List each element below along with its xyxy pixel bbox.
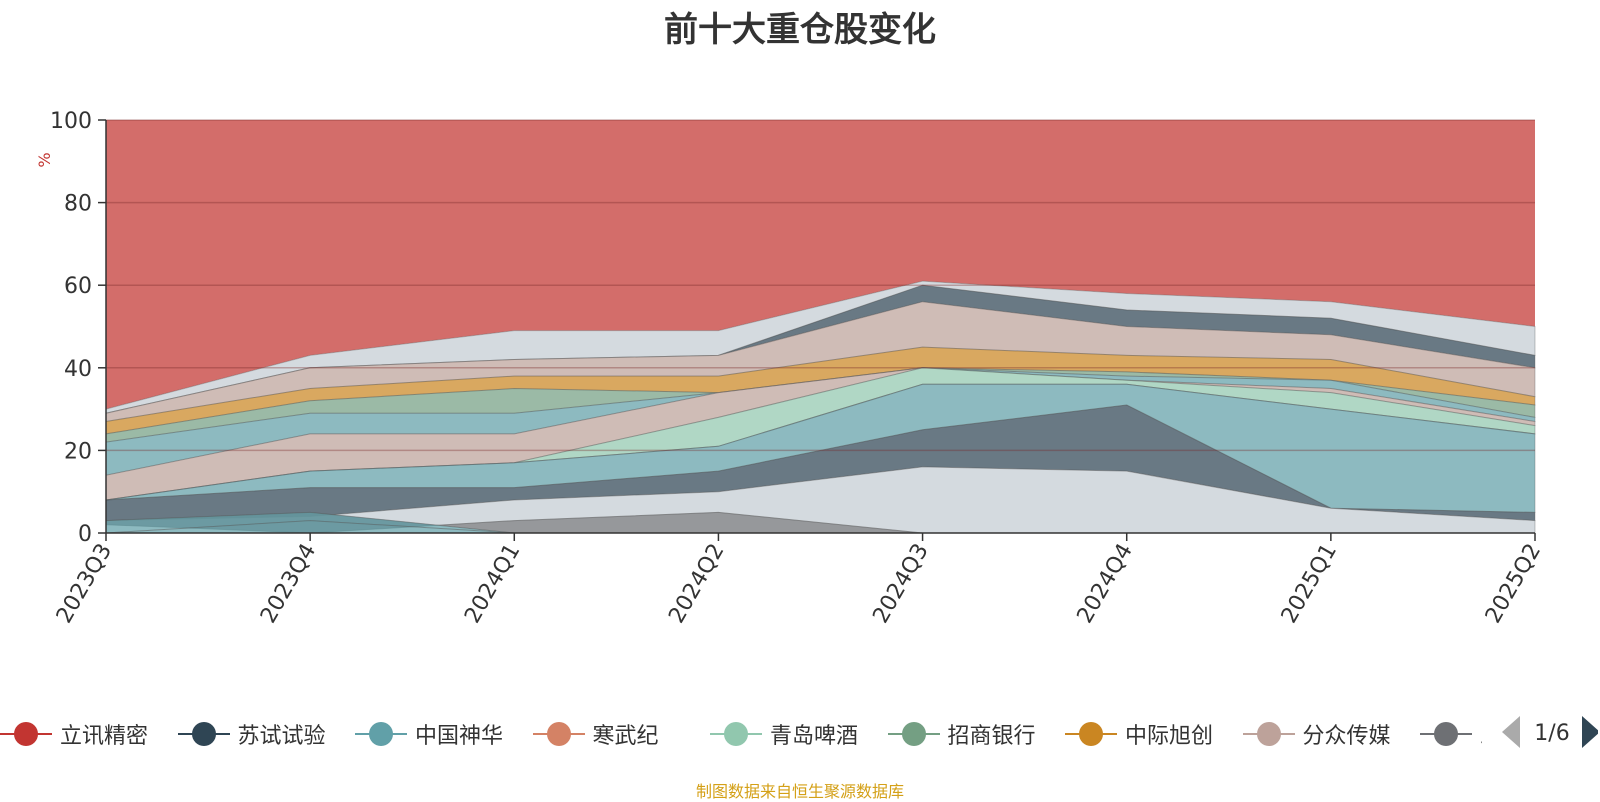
legend-page-indicator: 1/6 [1534, 721, 1569, 746]
y-tick-label-20: 20 [64, 439, 92, 464]
legend-next-icon[interactable] [1582, 716, 1598, 748]
y-tick-label-40: 40 [64, 357, 92, 382]
area-series-8 [105, 367, 1536, 501]
legend-prev-icon[interactable] [1502, 716, 1520, 748]
legend-label: 中国神华 [415, 724, 504, 749]
legend-item-8[interactable]: 分众传媒 [1242, 700, 1421, 766]
y-axis-label: % [35, 152, 54, 167]
legend-marker-icon [1420, 722, 1472, 746]
legend-item-6[interactable]: 招商银行 [887, 700, 1066, 766]
x-tick-label-2024Q3: 2024Q3 [868, 540, 933, 628]
legend-label: 苏试试验 [237, 724, 326, 749]
chart-title: 前十大重仓股变化 [664, 10, 936, 50]
area-layer [105, 120, 1536, 534]
legend-item-1[interactable]: 立讯精密 [0, 700, 178, 766]
legend-marker-icon [887, 722, 940, 746]
legend-marker-icon [0, 722, 52, 746]
area-series-16 [106, 120, 1535, 410]
legend-marker-icon [710, 722, 762, 746]
source-note: 制图数据来自恒生聚源数据库 [695, 782, 904, 801]
x-tick-label-2023Q3: 2023Q3 [52, 540, 117, 628]
legend-marker-icon [1242, 722, 1295, 746]
area-series-6 [105, 383, 1536, 513]
y-tick-label-80: 80 [64, 192, 92, 217]
y-tick-label-0: 0 [78, 522, 92, 547]
legend-item-4[interactable]: 寒武纪 [532, 700, 711, 766]
legend-item-7[interactable]: 中际旭创 [1065, 700, 1243, 766]
x-tick-label-2023Q4: 2023Q4 [256, 540, 321, 628]
legend-label: 立讯精密 [60, 724, 149, 749]
legend-marker-icon [1065, 722, 1117, 746]
legend-pager: 1/6 [1502, 716, 1598, 748]
legend: 立讯精密 苏试试验 中国神华 寒武纪 青岛啤酒 招商银行 中际旭创 分众传媒 三环 [0, 700, 1482, 766]
legend-label: 分众传媒 [1302, 724, 1391, 749]
legend-item-9[interactable]: 三环 [1420, 700, 1482, 766]
legend-label: 招商银行 [947, 724, 1036, 749]
legend-item-3[interactable]: 中国神华 [355, 700, 533, 766]
legend-marker-icon [177, 722, 230, 746]
y-tick-label-60: 60 [64, 274, 92, 299]
legend-marker-icon [355, 722, 407, 746]
legend-label: 青岛啤酒 [770, 724, 859, 749]
x-tick-label-2024Q4: 2024Q4 [1073, 540, 1138, 628]
y-tick-label-100: 100 [50, 109, 92, 134]
x-tick-label-2024Q2: 2024Q2 [664, 540, 729, 628]
legend-label: 三环 [1480, 718, 1482, 750]
legend-item-2[interactable]: 苏试试验 [177, 700, 356, 766]
x-tick-label-2024Q1: 2024Q1 [460, 540, 525, 628]
legend-marker-icon [532, 722, 585, 746]
x-tick-label-2025Q2: 2025Q2 [1481, 540, 1546, 628]
x-tick-label-2025Q1: 2025Q1 [1277, 540, 1342, 628]
legend-label: 中际旭创 [1125, 724, 1214, 749]
legend-item-5[interactable]: 青岛啤酒 [710, 700, 888, 766]
chart-plot: 0 20 40 60 80 100% 2023Q3 2023Q4 2024Q1 2024Q2 202… [35, 109, 1546, 628]
legend-label: 寒武纪 [592, 724, 659, 749]
